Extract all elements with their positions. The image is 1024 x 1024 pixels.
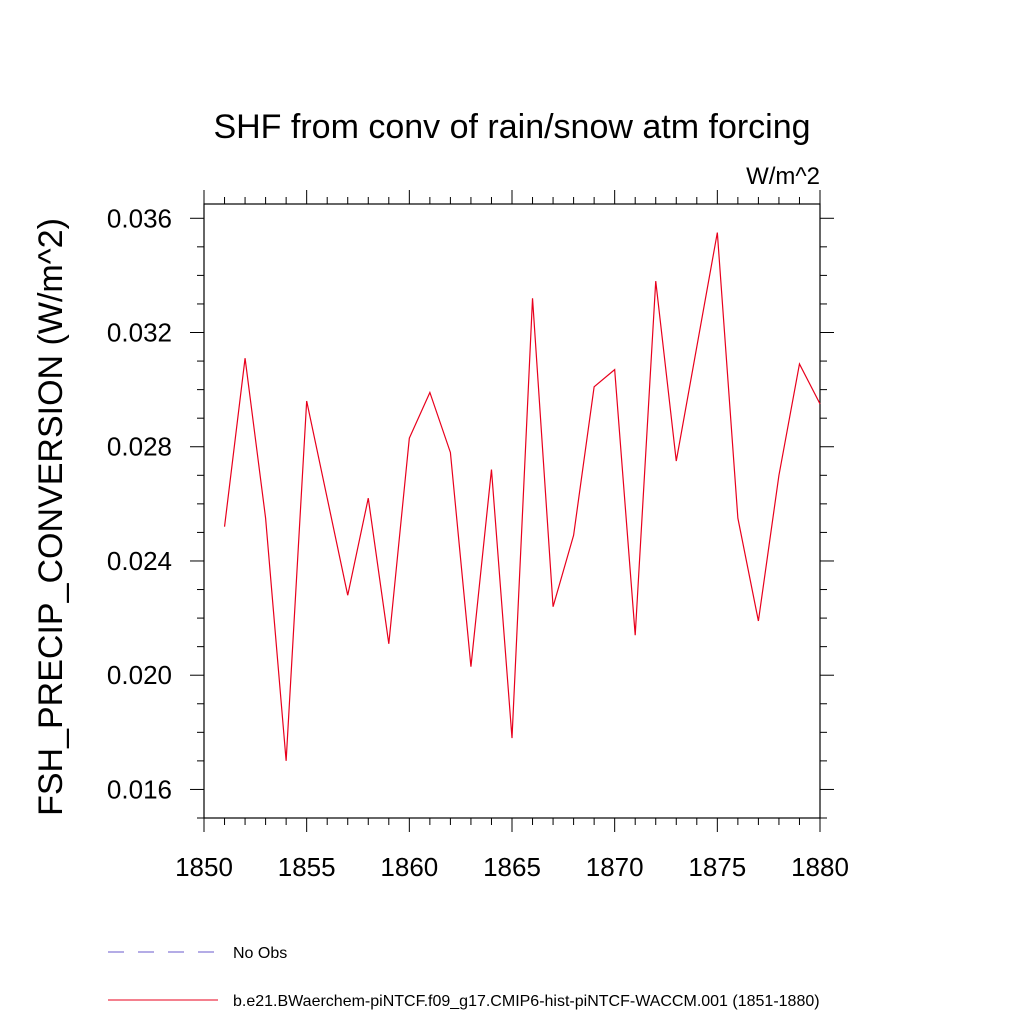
legend: No Obs b.e21.BWaerchem-piNTCF.f09_g17.CMI… — [108, 945, 820, 1010]
x-axis: 1850 1855 1860 1865 1870 1875 1880 — [175, 190, 849, 882]
x-tick-label: 1870 — [586, 852, 644, 882]
series-layer — [223, 232, 821, 761]
y-tick-label: 0.020 — [107, 660, 172, 690]
units-label: W/m^2 — [746, 163, 820, 190]
x-tick-label: 1875 — [688, 852, 746, 882]
x-tick-label: 1860 — [380, 852, 438, 882]
y-tick-label: 0.016 — [107, 774, 172, 804]
series-line — [223, 232, 821, 761]
legend-label: b.e21.BWaerchem-piNTCF.f09_g17.CMIP6-his… — [233, 993, 820, 1010]
y-axis: 0.016 0.020 0.024 0.028 0.032 0.036 — [107, 203, 834, 819]
chart-title: SHF from conv of rain/snow atm forcing — [213, 108, 810, 146]
y-tick-label: 0.024 — [107, 546, 172, 576]
x-tick-label: 1850 — [175, 852, 233, 882]
y-tick-label: 0.036 — [107, 203, 172, 233]
x-tick-label: 1855 — [278, 852, 336, 882]
y-tick-label: 0.032 — [107, 318, 172, 348]
y-tick-label: 0.028 — [107, 432, 172, 462]
x-tick-label: 1865 — [483, 852, 541, 882]
legend-label: No Obs — [233, 945, 287, 962]
y-axis-label: FSH_PRECIP_CONVERSION (W/m^2) — [32, 218, 70, 816]
x-tick-label: 1880 — [791, 852, 849, 882]
